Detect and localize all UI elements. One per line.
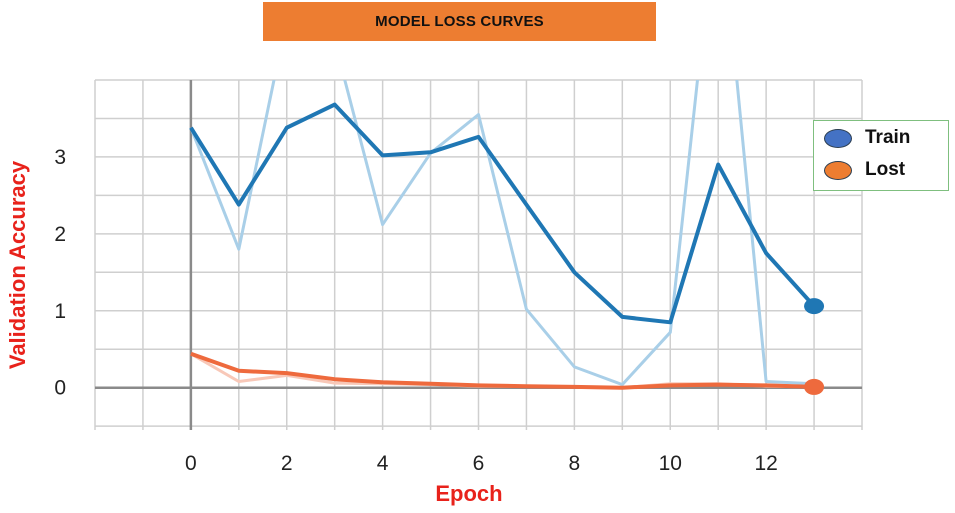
- legend-item-train[interactable]: Train: [824, 127, 910, 149]
- series-group: [189, 80, 816, 390]
- legend-label-train: Train: [865, 127, 911, 148]
- x-tick-label: 4: [377, 452, 389, 475]
- x-tick-label: 2: [281, 452, 293, 475]
- chart-title: MODEL LOSS CURVES: [375, 13, 544, 30]
- series-line-raw-lost: [190, 352, 815, 390]
- legend-item-lost[interactable]: Lost: [824, 159, 905, 181]
- y-tick-label: 0: [54, 377, 66, 400]
- chart-title-banner: MODEL LOSS CURVES: [263, 2, 656, 41]
- series-line-lost: [190, 351, 815, 390]
- series-end-marker-train: [804, 298, 825, 315]
- series-line-train: [189, 102, 816, 325]
- x-tick-label: 0: [185, 452, 197, 475]
- y-tick-label: 1: [54, 300, 66, 323]
- legend-swatch-lost: [824, 160, 852, 180]
- series-line-raw-train: [189, 80, 815, 387]
- x-tick-label: 8: [569, 452, 581, 475]
- x-tick-label: 10: [659, 452, 682, 475]
- legend-swatch-train: [824, 128, 852, 148]
- y-axis-label: Validation Accuracy: [5, 160, 30, 370]
- legend: Train Lost: [813, 120, 949, 191]
- x-tick-label: 6: [473, 452, 485, 475]
- series-end-marker-lost: [804, 378, 825, 395]
- y-tick-label: 3: [54, 146, 66, 169]
- legend-label-lost: Lost: [865, 159, 906, 180]
- x-tick-label: 12: [754, 452, 777, 475]
- y-tick-label: 2: [54, 223, 66, 246]
- x-axis-label: Epoch: [435, 481, 503, 506]
